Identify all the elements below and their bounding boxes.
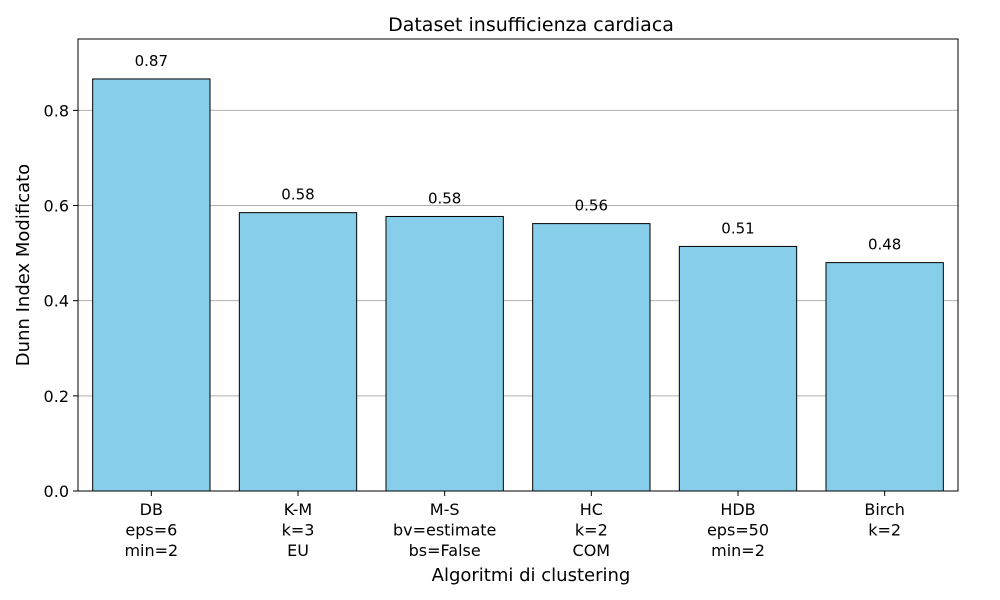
bar-value-label: 0.87: [135, 52, 168, 70]
x-tick-label: EU: [287, 541, 309, 560]
bar-value-label: 0.58: [428, 189, 461, 207]
x-tick-label: M-S: [430, 500, 460, 519]
bar: [678, 245, 798, 492]
x-tick-label: bv=estimate: [393, 521, 496, 540]
bar: [385, 215, 504, 492]
y-tick-label: 0.0: [44, 482, 69, 501]
x-tick-label: k=2: [868, 521, 901, 540]
x-axis-label: Algoritmi di clustering: [432, 565, 631, 586]
bar-value-label: 0.48: [868, 236, 901, 254]
x-tick-label: K-M: [284, 500, 312, 519]
x-tick-label: DB: [140, 500, 163, 519]
y-tick-label: 0.4: [44, 292, 69, 311]
x-tick-label: HDB: [720, 500, 755, 519]
bars: [92, 78, 944, 492]
x-tick-label: k=2: [575, 521, 608, 540]
x-tick-label: Birch: [864, 500, 905, 519]
x-tick-label: bs=False: [409, 541, 481, 560]
value-labels: 0.87 0.58 0.58 0.56 0.51 0.48: [135, 52, 902, 254]
x-tick-label: HC: [580, 500, 603, 519]
bar: [92, 78, 211, 492]
y-tick-label: 0.2: [44, 387, 69, 406]
bar: [825, 262, 944, 492]
x-tick-label: min=2: [711, 541, 765, 560]
y-axis-ticks: 0.0 0.2 0.4 0.6 0.8: [44, 101, 78, 501]
x-tick-label: k=3: [282, 521, 315, 540]
plot-frame: [77, 38, 959, 492]
y-tick-label: 0.8: [44, 101, 69, 120]
bar-value-label: 0.56: [575, 197, 608, 215]
bar: [532, 223, 651, 492]
x-tick-label: COM: [573, 541, 611, 560]
chart-title: Dataset insufficienza cardiaca: [388, 14, 674, 36]
bar-value-label: 0.51: [721, 219, 754, 237]
x-tick-label: eps=6: [125, 521, 177, 540]
bar-value-label: 0.58: [281, 186, 314, 204]
y-axis-label: Dunn Index Modificato: [13, 164, 34, 366]
x-axis-ticks: DBeps=6min=2K-Mk=3EUM-Sbv=estimatebs=Fal…: [124, 491, 905, 560]
x-tick-label: min=2: [124, 541, 178, 560]
y-tick-label: 0.6: [44, 197, 69, 216]
x-tick-label: eps=50: [707, 521, 769, 540]
bar: [238, 212, 358, 492]
grid-lines: [78, 109, 958, 397]
